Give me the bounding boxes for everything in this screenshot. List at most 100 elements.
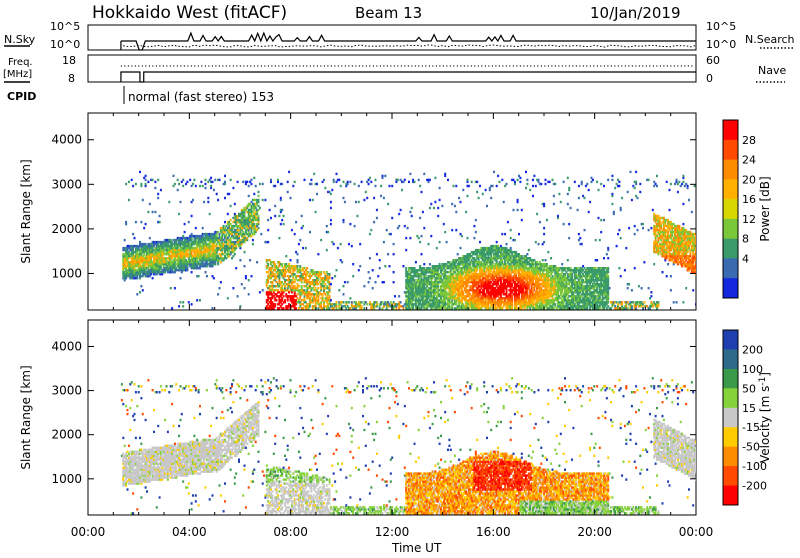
data-cell	[376, 253, 378, 255]
data-cell	[349, 181, 351, 183]
data-cell	[529, 189, 531, 191]
nsearch-tick-bottom: 10^0	[706, 38, 736, 51]
data-cell	[460, 247, 462, 249]
data-cell	[125, 221, 127, 223]
data-cell	[370, 229, 372, 231]
data-cell	[419, 185, 421, 187]
data-cell	[188, 221, 190, 223]
data-cell	[352, 263, 354, 265]
data-cell	[506, 289, 508, 291]
data-cell	[423, 263, 425, 265]
data-cell	[447, 179, 449, 181]
data-cell	[333, 243, 335, 245]
data-cell	[177, 189, 179, 191]
freq-label: Freq.	[8, 57, 33, 68]
data-cell	[206, 275, 208, 277]
data-cell	[444, 231, 446, 233]
data-cell	[159, 221, 161, 223]
data-cell	[478, 197, 480, 199]
data-cell	[299, 239, 301, 241]
data-cell	[258, 219, 260, 221]
data-cell	[149, 237, 151, 239]
data-cell	[330, 223, 332, 225]
data-cell	[536, 213, 538, 215]
nave-tick-bottom: 0	[706, 72, 713, 85]
nsearch-tick-top: 10^5	[706, 20, 736, 33]
data-cell	[436, 247, 438, 249]
data-cell	[462, 189, 464, 191]
data-cell	[241, 283, 243, 285]
data-cell	[506, 183, 508, 185]
data-cell	[455, 185, 457, 187]
data-cell	[214, 179, 216, 181]
data-cell	[471, 181, 473, 183]
data-cell	[539, 221, 541, 223]
data-cell	[526, 183, 528, 185]
freq-trace	[121, 72, 696, 82]
data-cell	[174, 287, 176, 289]
data-cell	[517, 199, 519, 201]
data-cell	[411, 207, 413, 209]
data-cell	[376, 301, 378, 303]
data-cell	[419, 241, 421, 243]
data-cell	[347, 183, 349, 185]
data-cell	[510, 237, 512, 239]
data-cell	[344, 281, 346, 283]
data-cell	[532, 195, 534, 197]
data-cell	[281, 219, 283, 221]
data-cell	[540, 183, 542, 185]
data-cell	[379, 259, 381, 261]
nsky-tick-bottom: 10^0	[50, 38, 80, 51]
data-cell	[251, 179, 253, 181]
data-cell	[423, 227, 425, 229]
data-cell	[386, 229, 388, 231]
data-cell	[224, 197, 226, 199]
data-cell	[302, 247, 304, 249]
data-cell	[281, 209, 283, 211]
data-cell	[304, 179, 306, 181]
data-cell	[421, 191, 423, 193]
data-cell	[128, 181, 130, 183]
data-cell	[419, 217, 421, 219]
data-cell	[398, 213, 400, 215]
data-cell	[224, 181, 226, 183]
data-cell	[338, 289, 340, 291]
data-cell	[369, 177, 371, 179]
data-cell	[429, 207, 431, 209]
data-cell	[518, 233, 520, 235]
data-cell	[334, 275, 336, 277]
data-cell	[205, 271, 207, 273]
data-cell	[258, 199, 260, 201]
data-cell	[234, 253, 236, 255]
data-cell	[309, 199, 311, 201]
data-cell	[384, 265, 386, 267]
data-cell	[467, 237, 469, 239]
data-cell	[248, 293, 250, 295]
data-cell	[180, 301, 182, 303]
data-cell	[535, 241, 537, 243]
data-cell	[476, 181, 478, 183]
data-cell	[397, 179, 399, 181]
data-cell	[202, 227, 204, 229]
data-cell	[182, 301, 184, 303]
data-cell	[503, 289, 505, 291]
data-cell	[418, 237, 420, 239]
data-cell	[331, 189, 333, 191]
data-cell	[377, 275, 379, 277]
data-cell	[210, 177, 212, 179]
data-cell	[203, 201, 205, 203]
data-cell	[245, 275, 247, 277]
data-cell	[284, 299, 286, 301]
data-cell	[323, 289, 325, 291]
data-cell	[423, 173, 425, 175]
data-cell	[479, 185, 481, 187]
data-cell	[343, 293, 345, 295]
data-cell	[389, 265, 391, 267]
data-cell	[433, 207, 435, 209]
data-cell	[393, 243, 395, 245]
data-cell	[212, 181, 214, 183]
data-cell	[496, 241, 498, 243]
data-cell	[196, 299, 198, 301]
